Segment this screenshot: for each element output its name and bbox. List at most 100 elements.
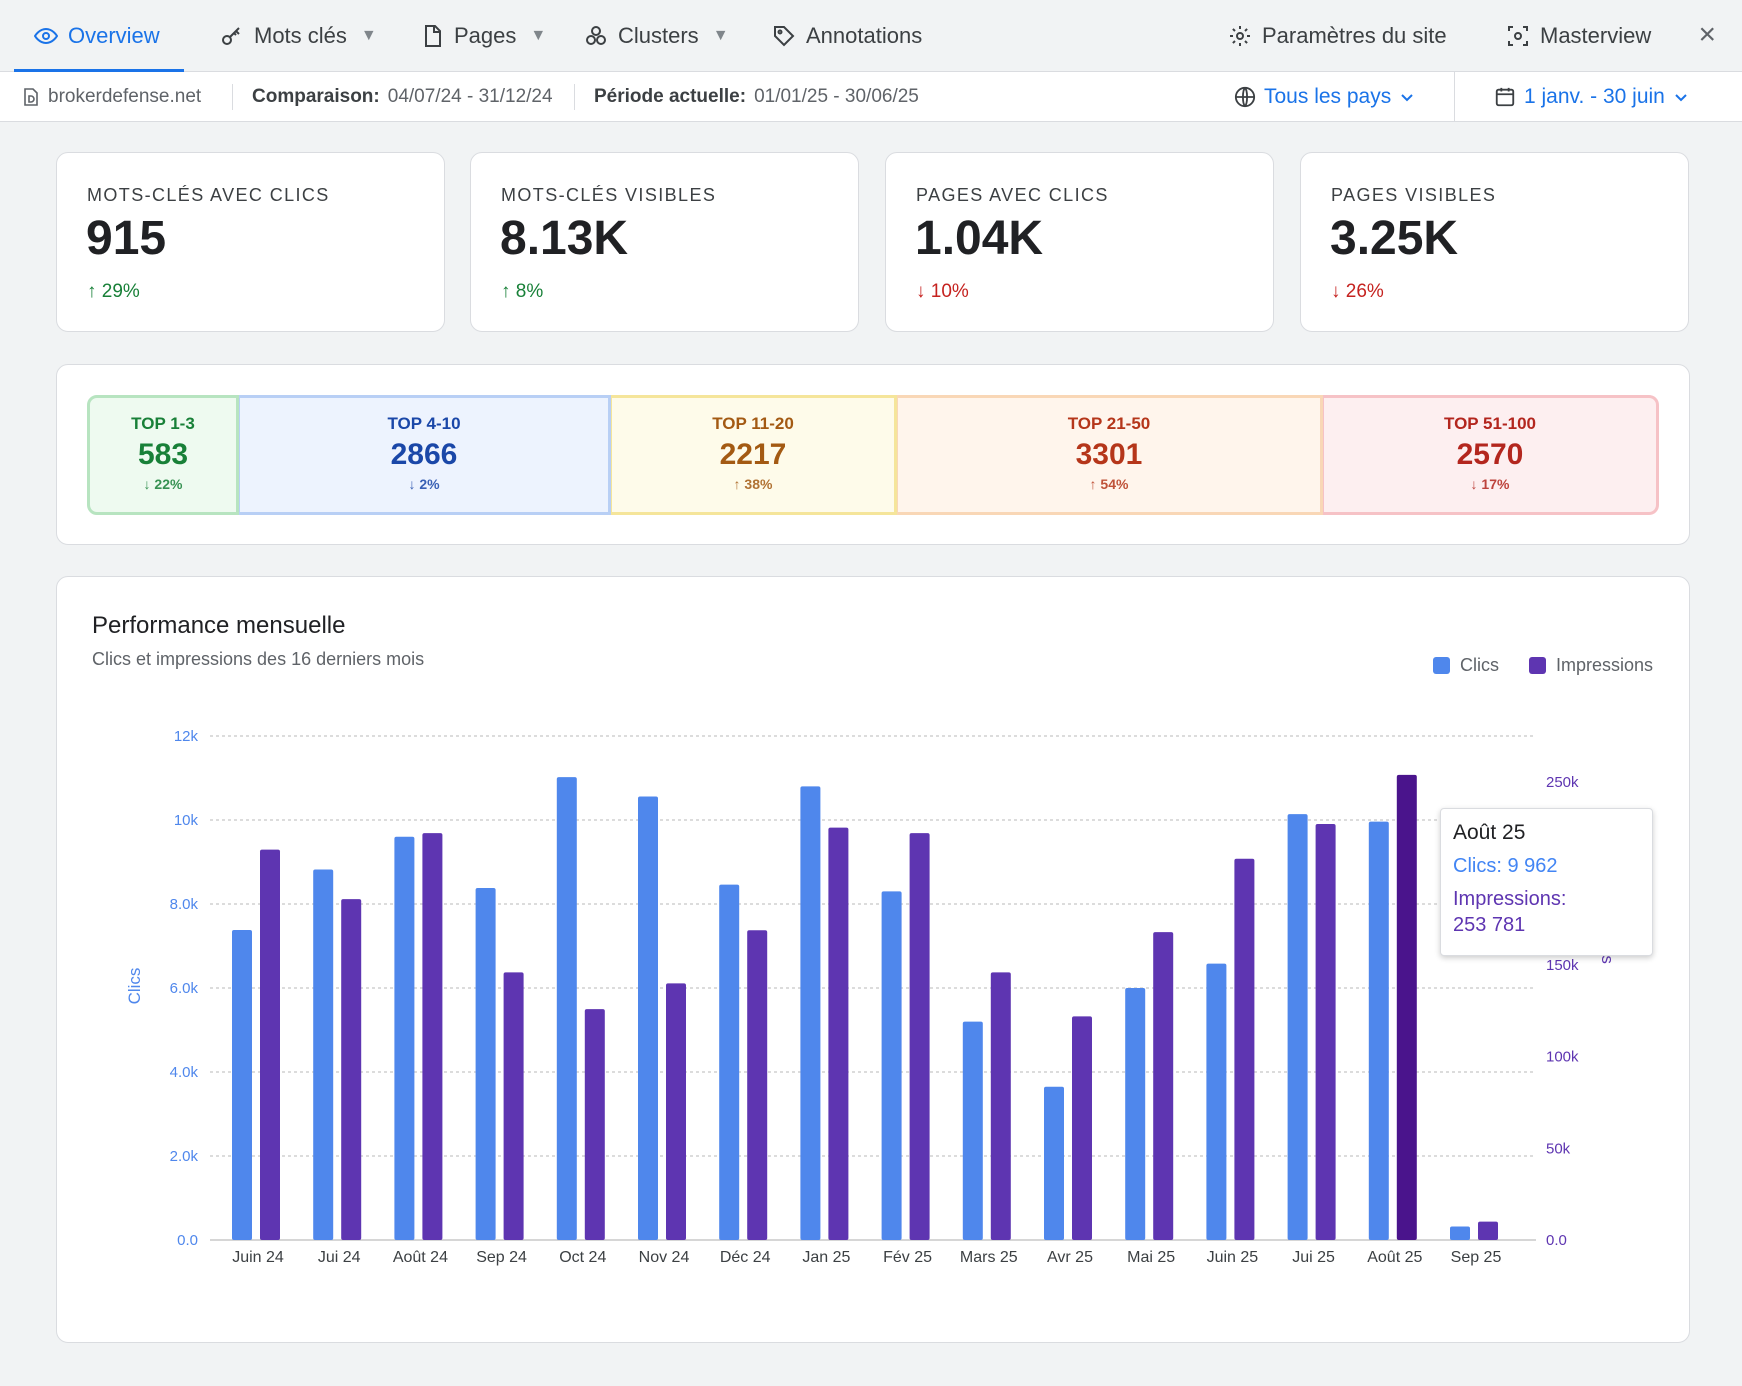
arrow-up-icon: ↑ bbox=[501, 281, 511, 302]
tab-overview[interactable]: Overview bbox=[14, 0, 184, 73]
tab-annotations[interactable]: Annotations bbox=[772, 0, 922, 72]
bar-impressions bbox=[584, 1009, 605, 1240]
bar-impressions bbox=[341, 899, 362, 1240]
current-value: 01/01/25 - 30/06/25 bbox=[754, 86, 919, 107]
divider bbox=[574, 84, 575, 110]
date-range-picker[interactable]: 1 janv. - 30 juin bbox=[1494, 72, 1689, 122]
bar-clicks bbox=[719, 884, 740, 1240]
tooltip-impressions-value: 253 781 bbox=[1453, 914, 1526, 936]
ranking-delta: ↓ 22% bbox=[90, 476, 236, 492]
tag-icon bbox=[774, 26, 795, 47]
close-icon[interactable]: × bbox=[1698, 18, 1716, 51]
ranking-label: TOP 1-3 bbox=[131, 414, 195, 433]
arrow-up-icon: ↑ bbox=[1089, 476, 1097, 492]
ranking-delta-value: 17% bbox=[1481, 476, 1510, 492]
y-axis-title: Clics bbox=[125, 968, 144, 1005]
ranking-label: TOP 4-10 bbox=[387, 414, 461, 433]
ranking-segment[interactable]: TOP 1-3 583 ↓ 22% bbox=[87, 395, 239, 515]
bar-clicks bbox=[638, 796, 658, 1240]
x-tick-label: Déc 24 bbox=[720, 1249, 771, 1266]
bar-clicks bbox=[313, 869, 334, 1240]
y-tick-label: 0.0 bbox=[177, 1232, 198, 1249]
ranking-segment[interactable]: TOP 51-100 2570 ↓ 17% bbox=[1323, 395, 1659, 515]
bar-clicks bbox=[1125, 988, 1146, 1240]
kpi-delta-value: 10% bbox=[930, 281, 969, 302]
kpi-delta-value: 26% bbox=[1345, 281, 1384, 302]
x-tick-label: Mai 25 bbox=[1127, 1249, 1175, 1266]
x-tick-label: Jan 25 bbox=[802, 1249, 850, 1266]
ranking-delta-value: 22% bbox=[154, 476, 183, 492]
arrow-down-icon: ↓ bbox=[143, 476, 151, 492]
tooltip-impressions-label: Impressions: bbox=[1453, 888, 1567, 910]
ranking-segment[interactable]: TOP 21-50 3301 ↑ 54% bbox=[897, 395, 1323, 515]
tab-pages[interactable]: Pages ▼ bbox=[420, 0, 546, 72]
y-tick-label: 4.0k bbox=[170, 1064, 199, 1081]
y2-tick-label: 100k bbox=[1546, 1049, 1579, 1066]
x-tick-label: Jui 25 bbox=[1292, 1249, 1335, 1266]
legend-item-clicks[interactable]: Clics bbox=[1433, 655, 1499, 676]
tab-label: Overview bbox=[68, 23, 160, 48]
kpi-card: PAGES VISIBLES 3.25K ↓ 26% bbox=[1300, 152, 1689, 332]
country-selector[interactable]: Tous les pays bbox=[1234, 72, 1415, 122]
tab-masterview[interactable]: Masterview bbox=[1506, 0, 1651, 72]
chart-tooltip: Août 25 Clics: 9 962 Impressions: 253 781 bbox=[1440, 808, 1653, 956]
arrow-down-icon: ↓ bbox=[1331, 281, 1341, 302]
clusters-icon bbox=[586, 26, 606, 45]
y-tick-label: 6.0k bbox=[170, 980, 199, 997]
ranking-label: TOP 21-50 bbox=[1067, 414, 1151, 433]
bar-clicks bbox=[475, 888, 496, 1240]
tab-keywords[interactable]: Mots clés ▼ bbox=[220, 0, 377, 72]
bar-clicks bbox=[1287, 814, 1308, 1240]
tooltip-clicks-value: 9 962 bbox=[1507, 855, 1558, 877]
ranking-segment[interactable]: TOP 11-20 2217 ↑ 38% bbox=[611, 395, 897, 515]
legend-label: Clics bbox=[1460, 655, 1499, 675]
ranking-segment[interactable]: TOP 4-10 2866 ↓ 2% bbox=[239, 395, 611, 515]
arrow-up-icon: ↑ bbox=[87, 281, 97, 302]
y-tick-label: 2.0k bbox=[170, 1148, 199, 1165]
current-period: Période actuelle: 01/01/25 - 30/06/25 bbox=[594, 72, 919, 122]
ranking-label: TOP 51-100 bbox=[1444, 414, 1536, 433]
x-tick-label: Nov 24 bbox=[639, 1249, 690, 1266]
legend-swatch bbox=[1529, 657, 1546, 674]
comparison-period: Comparaison: 04/07/24 - 31/12/24 bbox=[252, 72, 553, 122]
bar-impressions bbox=[260, 849, 280, 1240]
bar-clicks bbox=[1044, 1086, 1064, 1240]
x-tick-label: Juin 24 bbox=[232, 1249, 284, 1266]
tooltip-clicks: Clics: 9 962 bbox=[1453, 855, 1640, 878]
bar-clicks bbox=[800, 786, 821, 1240]
tab-bar: Overview Mots clés ▼ Pages ▼ Clusters ▼ … bbox=[0, 0, 1742, 73]
bar-impressions bbox=[666, 983, 686, 1240]
legend-item-impressions[interactable]: Impressions bbox=[1529, 655, 1653, 676]
bar-clicks bbox=[1450, 1226, 1470, 1240]
gear-icon bbox=[1230, 26, 1250, 46]
calendar-icon bbox=[1495, 87, 1515, 107]
y2-tick-label: 250k bbox=[1546, 774, 1579, 791]
x-tick-label: Avr 25 bbox=[1047, 1249, 1093, 1266]
bar-clicks bbox=[1206, 963, 1227, 1240]
tab-site-settings[interactable]: Paramètres du site bbox=[1228, 0, 1447, 72]
x-tick-label: Juin 25 bbox=[1207, 1249, 1259, 1266]
bar-clicks bbox=[962, 1021, 983, 1240]
kpi-value: 3.25K bbox=[1330, 212, 1459, 265]
arrow-down-icon: ↓ bbox=[1470, 476, 1478, 492]
bar-impressions bbox=[503, 972, 524, 1240]
kpi-title: PAGES VISIBLES bbox=[1331, 185, 1497, 205]
arrow-up-icon: ↑ bbox=[733, 476, 741, 492]
bar-impressions bbox=[422, 833, 443, 1240]
tab-label: Clusters bbox=[618, 23, 699, 48]
kpi-delta: ↓ 10% bbox=[916, 281, 969, 303]
eye-icon bbox=[34, 27, 58, 45]
site-icon bbox=[24, 88, 38, 106]
x-tick-label: Jui 24 bbox=[318, 1249, 361, 1266]
bar-impressions bbox=[1478, 1221, 1498, 1240]
kpi-title: MOTS-CLÉS VISIBLES bbox=[501, 185, 717, 205]
ranking-delta-value: 38% bbox=[744, 476, 773, 492]
ranking-delta: ↑ 38% bbox=[612, 476, 894, 492]
site-label: brokerdefense.net bbox=[48, 86, 202, 107]
ranking-delta: ↑ 54% bbox=[898, 476, 1320, 492]
bar-impressions bbox=[990, 972, 1011, 1240]
ranking-value: 2570 bbox=[1456, 438, 1524, 471]
current-label: Période actuelle: bbox=[594, 86, 747, 107]
tab-clusters[interactable]: Clusters ▼ bbox=[584, 0, 729, 72]
kpi-title: PAGES AVEC CLICS bbox=[916, 185, 1109, 205]
